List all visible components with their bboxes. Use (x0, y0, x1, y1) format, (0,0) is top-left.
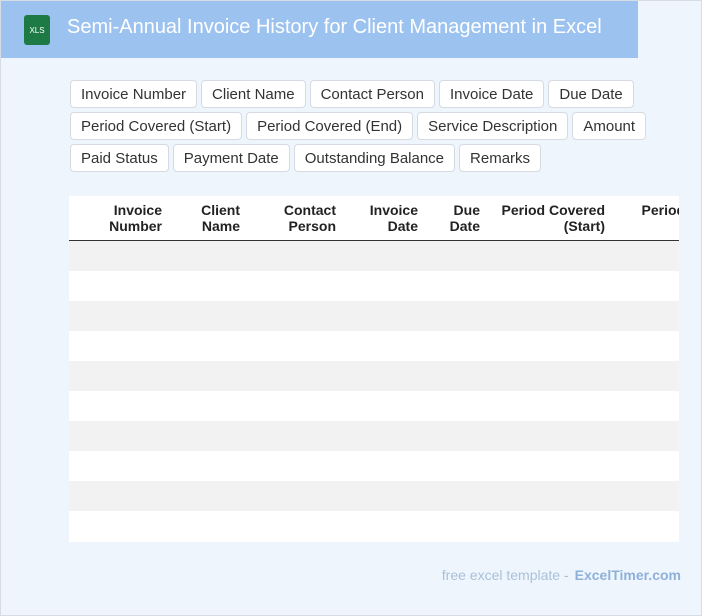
field-chip[interactable]: Outstanding Balance (293, 144, 456, 172)
field-chip[interactable]: Amount (572, 112, 647, 140)
footer: free excel template - ExcelTimer.com (442, 567, 681, 583)
table: Invoice Number Client Name Contact Person I… (69, 196, 679, 542)
field-chip[interactable]: Client Name (201, 80, 306, 108)
column-header: Invoice Date (369, 202, 418, 234)
field-chip[interactable]: Invoice Number (70, 80, 198, 108)
field-chip[interactable]: Invoice Date (438, 80, 545, 108)
field-chip[interactable]: Payment Date (172, 144, 290, 172)
header: XLS Semi-Annual Invoice History for Clie… (1, 1, 638, 58)
row (69, 451, 679, 481)
row (69, 511, 679, 541)
column-header: Due Date (449, 202, 480, 234)
title: Semi-Annual Invoice History for Client M… (67, 16, 602, 38)
field-chip[interactable]: Due Date (548, 80, 634, 108)
row (69, 301, 679, 331)
field-chip[interactable]: Remarks (459, 144, 542, 172)
column-header: Client Name (201, 202, 240, 234)
column-header: Period Covered (Start) (501, 202, 605, 234)
field-chip[interactable]: Paid Status (70, 144, 169, 172)
field-chip[interactable]: Period Covered (Start) (70, 112, 243, 140)
row (69, 271, 679, 301)
row (69, 421, 679, 451)
brand-link[interactable]: ExcelTimer.com (574, 567, 681, 583)
row (69, 481, 679, 511)
field-chip[interactable]: Contact Person (309, 80, 435, 108)
row (69, 331, 679, 361)
field-chip[interactable]: Service Description (417, 112, 569, 140)
table-body (69, 241, 679, 541)
column-header: Contact Person (283, 202, 336, 234)
field-chips: Invoice Number Client Name Contact Person I… (70, 80, 650, 172)
column-header: Invoice Number (109, 202, 162, 234)
row (69, 391, 679, 421)
row (69, 361, 679, 391)
xls-icon: XLS (24, 15, 50, 45)
footer-text: free excel template - (441, 567, 569, 583)
column-header: Period Covered (End) (641, 202, 679, 218)
table-header: Invoice Number Client Name Contact Person I… (69, 196, 679, 241)
row (69, 241, 679, 271)
field-chip[interactable]: Period Covered (End) (246, 112, 414, 140)
